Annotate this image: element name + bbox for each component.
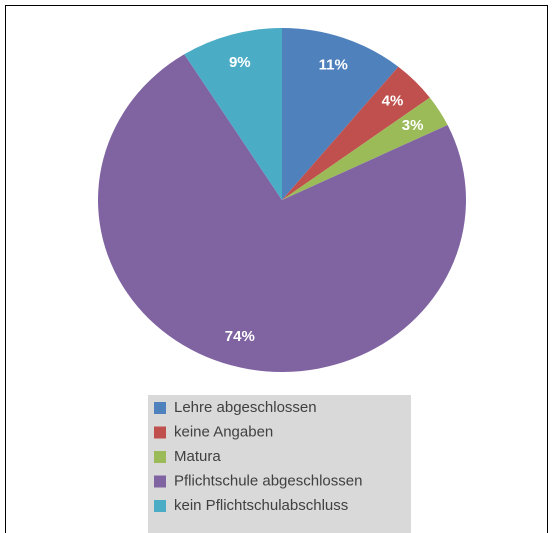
data-label: 74% — [225, 328, 255, 345]
legend-box — [148, 395, 411, 533]
data-label: 9% — [229, 54, 251, 71]
legend-swatch — [154, 451, 166, 463]
legend-label: kein Pflichtschulabschluss — [174, 497, 348, 514]
data-label: 11% — [319, 56, 348, 73]
legend-swatch — [154, 426, 166, 439]
legend-swatch — [154, 500, 166, 512]
data-label: 3% — [402, 117, 424, 134]
pie-slice — [184, 28, 282, 200]
legend-swatch — [154, 475, 166, 488]
legend-label: Pflichtschule abgeschlossen — [174, 472, 362, 489]
legend-swatch — [154, 402, 166, 414]
pie-slice — [282, 66, 430, 200]
pie-slice — [282, 97, 448, 200]
legend-label: keine Angaben — [174, 423, 273, 440]
pie-slice — [282, 28, 399, 200]
pie-slice — [98, 54, 467, 372]
data-label: 4% — [382, 92, 404, 109]
legend-label: Matura — [174, 448, 221, 465]
legend-label: Lehre abgeschlossen — [174, 399, 317, 416]
